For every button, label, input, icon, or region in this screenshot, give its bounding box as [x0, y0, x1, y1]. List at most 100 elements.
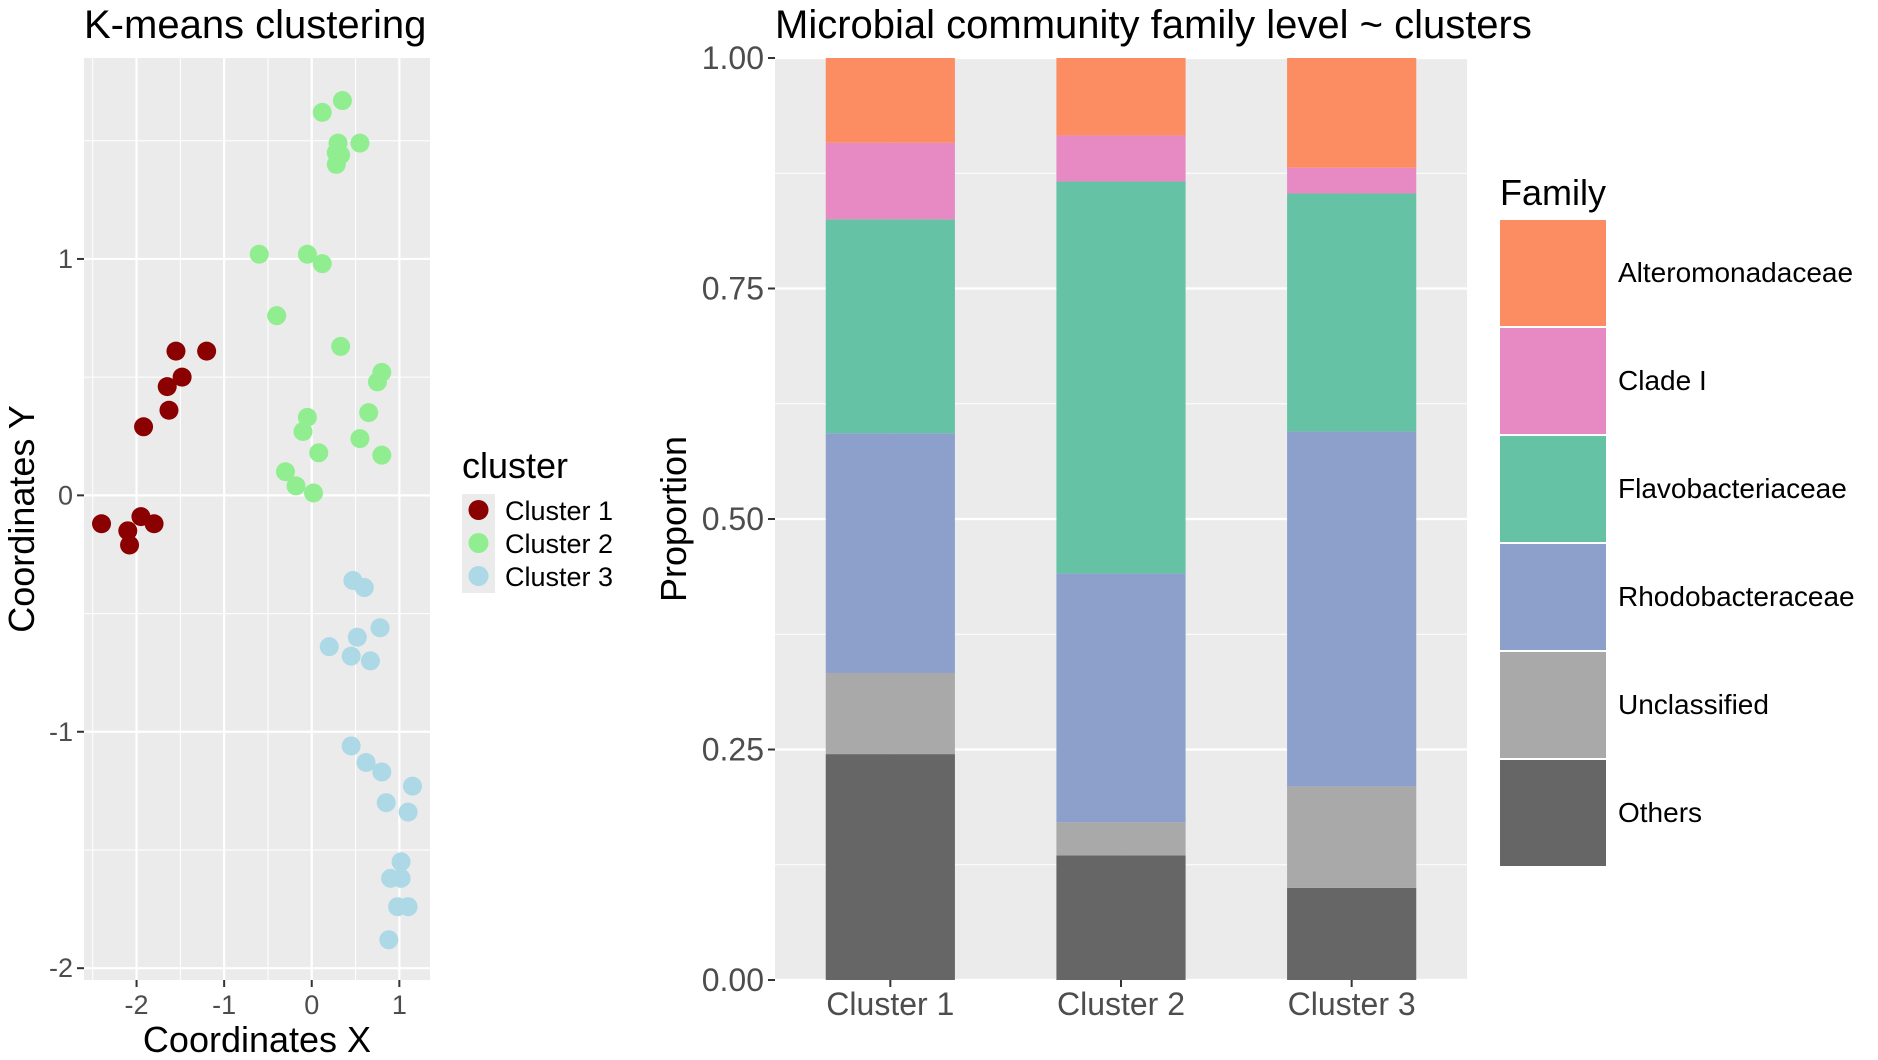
bar-ticks: 0.00 0.25 0.50 0.75 1.00 Cluster 1 Cluster 2 Cl… [702, 40, 1416, 1022]
bar-legend-label: Alteromonadaceae [1618, 257, 1853, 288]
scatter-point [293, 422, 313, 442]
bar-y-axis-title: Proportion [653, 436, 694, 602]
bar-title: Microbial community family level ~ clust… [775, 3, 1532, 47]
scatter-legend-swatch [468, 566, 489, 586]
bar-segment [825, 754, 955, 980]
scatter-point [372, 762, 392, 782]
scatter-point [249, 244, 269, 264]
scatter-x-tick-label: 1 [392, 990, 407, 1020]
bar-segment [1287, 167, 1417, 194]
scatter-point [118, 521, 138, 541]
kmeans-scatter-chart: K-means clustering -2 -1 0 1 -2 -1 0 1 Coordina… [1, 3, 613, 1060]
scatter-point [376, 793, 396, 813]
bar-legend-swatch [1500, 220, 1606, 326]
bar-legend-label: Others [1618, 797, 1702, 828]
bar-legend-label: Clade I [1618, 365, 1707, 396]
scatter-point [166, 341, 186, 361]
scatter-point [319, 637, 339, 657]
scatter-point [360, 651, 380, 671]
bar-x-tick-label: Cluster 1 [826, 986, 954, 1022]
scatter-x-axis-title: Coordinates X [143, 1019, 371, 1060]
bar-segment [1056, 822, 1186, 856]
scatter-point [354, 578, 374, 598]
scatter-point [341, 736, 361, 756]
scatter-point [372, 445, 392, 465]
scatter-point [350, 133, 370, 153]
scatter-x-tick-label: 0 [304, 990, 319, 1020]
bar-segment [1287, 786, 1417, 888]
bar-segment [1287, 58, 1417, 168]
bar-legend-swatch [1500, 328, 1606, 434]
scatter-point [350, 429, 370, 449]
scatter-point [134, 417, 154, 437]
scatter-x-tick-label: -2 [125, 990, 149, 1020]
bar-segment [1056, 181, 1186, 574]
bar-legend-label: Unclassified [1618, 689, 1769, 720]
bar-legend-label: Flavobacteriaceae [1618, 473, 1847, 504]
scatter-ticks: -2 -1 0 1 -2 -1 0 1 [49, 244, 407, 1020]
scatter-point [144, 514, 164, 534]
bar-segment [1287, 887, 1417, 980]
bar-legend-title: Family [1500, 172, 1606, 213]
bar-legend-swatch [1500, 652, 1606, 758]
scatter-point [120, 535, 140, 555]
scatter-point [331, 336, 351, 356]
scatter-point [297, 244, 317, 264]
scatter-legend-swatch [468, 500, 489, 520]
bar-segment [825, 142, 955, 220]
bar-y-tick-label: 0.75 [702, 271, 764, 307]
family-stacked-bar-chart: Microbial community family level ~ clust… [653, 3, 1855, 1022]
bar-legend-swatch [1500, 544, 1606, 650]
scatter-point [309, 443, 329, 463]
scatter-y-axis-title: Coordinates Y [1, 405, 42, 632]
scatter-point [172, 367, 192, 387]
scatter-y-tick-label: -2 [49, 953, 73, 983]
bar-segment [1056, 573, 1186, 823]
bar-legend: Family Alteromonadaceae Clade I Flavobacte… [1500, 172, 1855, 866]
scatter-point [326, 154, 346, 174]
scatter-point [367, 372, 387, 392]
bar-segment [825, 672, 955, 755]
bar-segments [825, 58, 1417, 980]
bar-segment [1287, 431, 1417, 787]
scatter-point [312, 254, 332, 274]
scatter-point [398, 897, 418, 917]
bar-legend-label: Rhodobacteraceae [1618, 581, 1855, 612]
scatter-y-tick-label: -1 [49, 717, 73, 747]
bar-y-tick-label: 0.50 [702, 501, 764, 537]
scatter-point [312, 102, 332, 122]
bar-legend-items: Alteromonadaceae Clade I Flavobacteriaceae… [1500, 220, 1855, 866]
scatter-legend-label: Cluster 3 [505, 562, 613, 592]
bar-x-tick-label: Cluster 2 [1057, 986, 1185, 1022]
bar-legend-swatch [1500, 760, 1606, 866]
scatter-point [359, 403, 379, 423]
scatter-point [391, 852, 411, 872]
scatter-point [332, 91, 352, 111]
scatter-legend-title: cluster [462, 445, 568, 486]
bar-segment [1287, 193, 1417, 432]
scatter-point [267, 306, 287, 326]
scatter-point [275, 462, 295, 482]
scatter-y-tick-label: 1 [58, 244, 73, 274]
scatter-legend-label: Cluster 1 [505, 496, 613, 526]
scatter-point [341, 646, 361, 666]
scatter-point [157, 377, 177, 397]
bar-segment [1056, 58, 1186, 136]
bar-y-tick-label: 1.00 [702, 40, 764, 76]
scatter-point [398, 802, 418, 822]
scatter-title: K-means clustering [84, 3, 426, 47]
bar-y-tick-label: 0.00 [702, 962, 764, 998]
scatter-legend-label: Cluster 2 [505, 529, 613, 559]
bar-segment [825, 433, 955, 673]
bar-x-tick-label: Cluster 3 [1288, 986, 1416, 1022]
bar-segment [825, 219, 955, 434]
scatter-point [370, 618, 390, 638]
scatter-point [402, 776, 422, 796]
scatter-point [197, 341, 217, 361]
scatter-point [92, 514, 112, 534]
scatter-point [379, 930, 399, 950]
scatter-point [347, 627, 367, 647]
